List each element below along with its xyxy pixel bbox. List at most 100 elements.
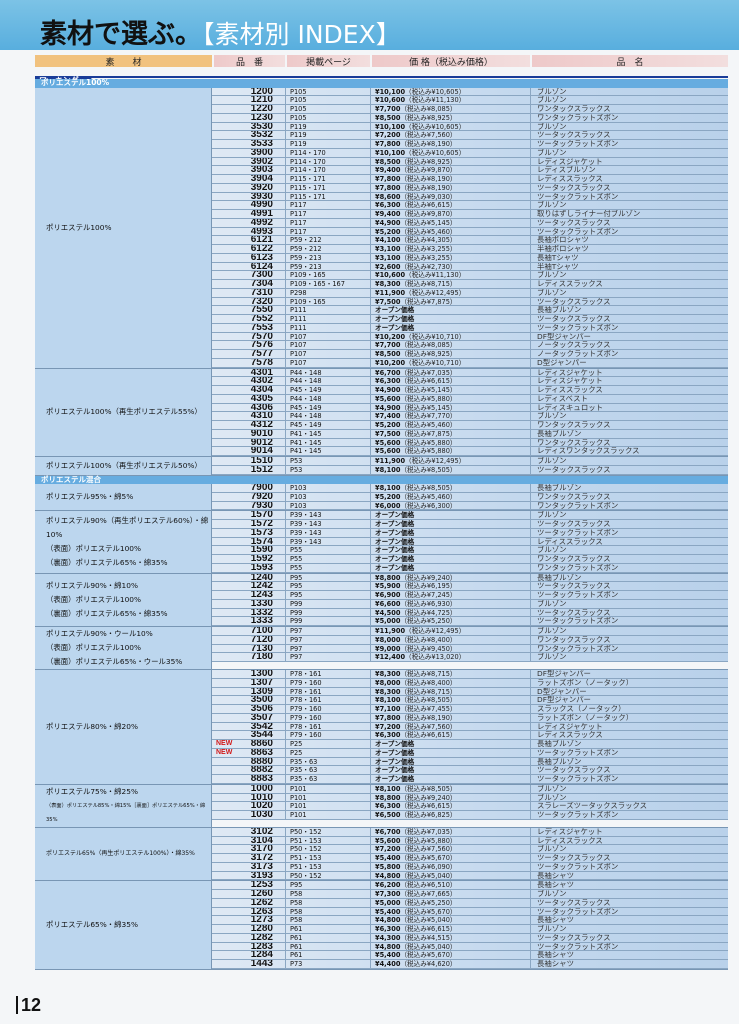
price-value: ¥7,800: [375, 183, 401, 192]
price-value: ¥8,800: [375, 793, 401, 802]
item-number-text: 1332: [250, 608, 273, 618]
table-row: 3900 P114・170 ¥10,100（税込み¥10,605） ブルゾン: [212, 148, 728, 158]
item-number: 1330: [212, 600, 285, 608]
item-number-text: 9012: [250, 438, 273, 448]
item-number-text: 7900: [250, 484, 273, 493]
price: ¥7,800（税込み¥8,190）: [370, 175, 530, 183]
table-row: 1572 P39・143 オープン価格 ツータックスラックス: [212, 520, 728, 529]
table-row: 7578 P107 ¥10,200（税込み¥10,710） D型ジャンパー: [212, 358, 728, 368]
catalog-page: P95: [285, 573, 370, 581]
material-group: ポリエステル90%・ウール10% （表面）ポリエステル100% （裏面）ポリエステル…: [35, 627, 728, 670]
item-name: レディスベスト: [530, 394, 728, 403]
material-cell: ポリエステル65%（再生ポリエステル100%）・綿35%: [35, 827, 212, 881]
price: オープン価格: [370, 563, 530, 572]
catalog-page: P109・165・167: [285, 280, 370, 288]
item-name: レディスキュロット: [530, 403, 728, 412]
catalog-page: P55: [285, 555, 370, 563]
item-number: 1512: [212, 466, 285, 474]
table-row: 4301 P44・148 ¥6,700（税込み¥7,035） レディスジャケット: [212, 368, 728, 378]
item-number-text: 3507: [250, 713, 273, 723]
price: オープン価格: [370, 766, 530, 774]
price-tax-included: （税込み¥7,665）: [400, 890, 457, 898]
item-name: ワンタックラットズボン: [530, 644, 728, 653]
catalog-page: P39・143: [285, 520, 370, 528]
price-tax-included: （税込み¥8,505）: [400, 784, 457, 793]
item-number: 1332: [212, 609, 285, 617]
catalog-page: P41・145: [285, 429, 370, 438]
price: ¥5,400（税込み¥5,670）: [370, 854, 530, 862]
item-number-text: 3506: [250, 705, 273, 714]
item-name: 取りはずしライナー付ブルゾン: [530, 210, 728, 218]
item-number: 1572: [212, 520, 285, 528]
price-tax-included: （税込み¥4,515）: [400, 933, 457, 942]
item-number: 7320: [212, 298, 285, 306]
material-line: （裏面）ポリエステル65%・ウール35%: [46, 657, 183, 666]
catalog-page: P105: [285, 113, 370, 122]
price-tax-included: （税込み¥5,040）: [400, 916, 457, 925]
price-tax-included: （税込み¥7,035）: [400, 368, 457, 377]
material-line: ポリエステル75%・綿25%: [46, 786, 138, 796]
catalog-page: P109・165: [285, 271, 370, 279]
table-row: 4990 P117 ¥6,300（税込み¥6,615） ブルゾン: [212, 201, 728, 210]
item-number: 1273: [212, 916, 285, 924]
table-row: 1330 P99 ¥6,600（税込み¥6,930） ブルゾン: [212, 599, 728, 609]
item-number-text: 7180: [250, 653, 273, 662]
price: ¥7,200（税込み¥7,560）: [370, 845, 530, 853]
table-row: 1309 P78・161 ¥8,300（税込み¥8,715） D型ジャンパー: [212, 687, 728, 697]
price-value: ¥8,500: [375, 350, 401, 358]
table-row: 4993 P117 ¥5,200（税込み¥5,460） ツータックラットズボン: [212, 227, 728, 237]
item-number-text: 1200: [250, 87, 273, 97]
item-number-text: 3193: [250, 871, 273, 881]
item-name: ブルゾン: [530, 148, 728, 157]
rows: 1000 P101 ¥8,100（税込み¥8,505） ブルゾン 1010 P101 ¥8,…: [212, 784, 728, 827]
item-name: ツータックスラックス: [530, 183, 728, 192]
table-row: 1242 P95 ¥5,900（税込み¥6,195） ツータックスラックス: [212, 582, 728, 591]
price-tax-included: （税込み¥5,250）: [400, 898, 457, 907]
table-row: 1253 P95 ¥6,200（税込み¥6,510） 長袖シャツ: [212, 881, 728, 890]
item-number-text: 7576: [250, 341, 273, 350]
price-tax-included: （税込み¥13,020）: [405, 653, 466, 662]
catalog-page: P101: [285, 802, 370, 810]
price: オープン価格: [370, 537, 530, 545]
header-price: 価 格（税込み価格）: [372, 55, 530, 68]
price-tax-included: （税込み¥8,925）: [400, 157, 457, 166]
price: ¥7,200（税込み¥7,560）: [370, 131, 530, 139]
item-number-text: 8860: [250, 740, 273, 749]
item-number: 3532: [212, 131, 285, 139]
price-tax-included: （税込み¥8,085）: [400, 341, 457, 350]
item-name: ツータックラットズボン: [530, 617, 728, 625]
item-name: ツータックスラックス: [530, 766, 728, 774]
price-tax-included: （税込み¥2,730）: [400, 262, 457, 271]
item-name: ツータックスラックス: [530, 465, 728, 474]
price-value: ¥7,400: [375, 412, 401, 421]
table-row: 1510 P53 ¥11,900（税込み¥12,495） ブルゾン: [212, 457, 728, 466]
item-name: 長袖ブルゾン: [530, 306, 728, 314]
price-tax-included: （税込み¥10,710）: [405, 358, 466, 367]
item-name: ブルゾン: [530, 925, 728, 933]
item-number-text: 6124: [250, 262, 273, 272]
material-line: （表面）ポリエステル100%: [46, 643, 142, 652]
price-tax-included: （税込み¥8,715）: [400, 280, 457, 288]
price-value: ¥8,500: [375, 157, 401, 166]
item-number-text: 1570: [250, 511, 273, 520]
item-name: D型ジャンパー: [530, 358, 728, 367]
item-name: ツータックラットズボン: [530, 528, 728, 537]
item-name: ブルゾン: [530, 457, 728, 465]
price-value: ¥6,700: [375, 368, 401, 377]
item-number: 3506: [212, 705, 285, 713]
item-number-text: 6123: [250, 253, 273, 263]
price-value: オープン価格: [375, 306, 415, 315]
material-group: ポリエステル100%（再生ポリエステル50%） 1510 P53 ¥11,900（税込…: [35, 457, 728, 476]
table-row: 7310 P298 ¥11,900（税込み¥12,495） ブルゾン: [212, 288, 728, 298]
table-row: 4310 P44・148 ¥7,400（税込み¥7,770） ブルゾン: [212, 412, 728, 421]
item-number: 1283: [212, 943, 285, 951]
item-number: 3533: [212, 140, 285, 148]
catalog-page: P25: [285, 748, 370, 757]
material-cell: ポリエステル100%（再生ポリエステル55%）: [35, 368, 212, 456]
catalog-page: P103: [285, 501, 370, 509]
price: ¥8,100（税込み¥8,505）: [370, 784, 530, 793]
price: ¥8,800（税込み¥9,240）: [370, 573, 530, 581]
table-row: 1307 P79・160 ¥8,000（税込み¥8,400） ラットズボン（ノータック…: [212, 678, 728, 688]
item-number-text: 4304: [250, 386, 273, 395]
item-name: レディスジャケット: [530, 368, 728, 377]
